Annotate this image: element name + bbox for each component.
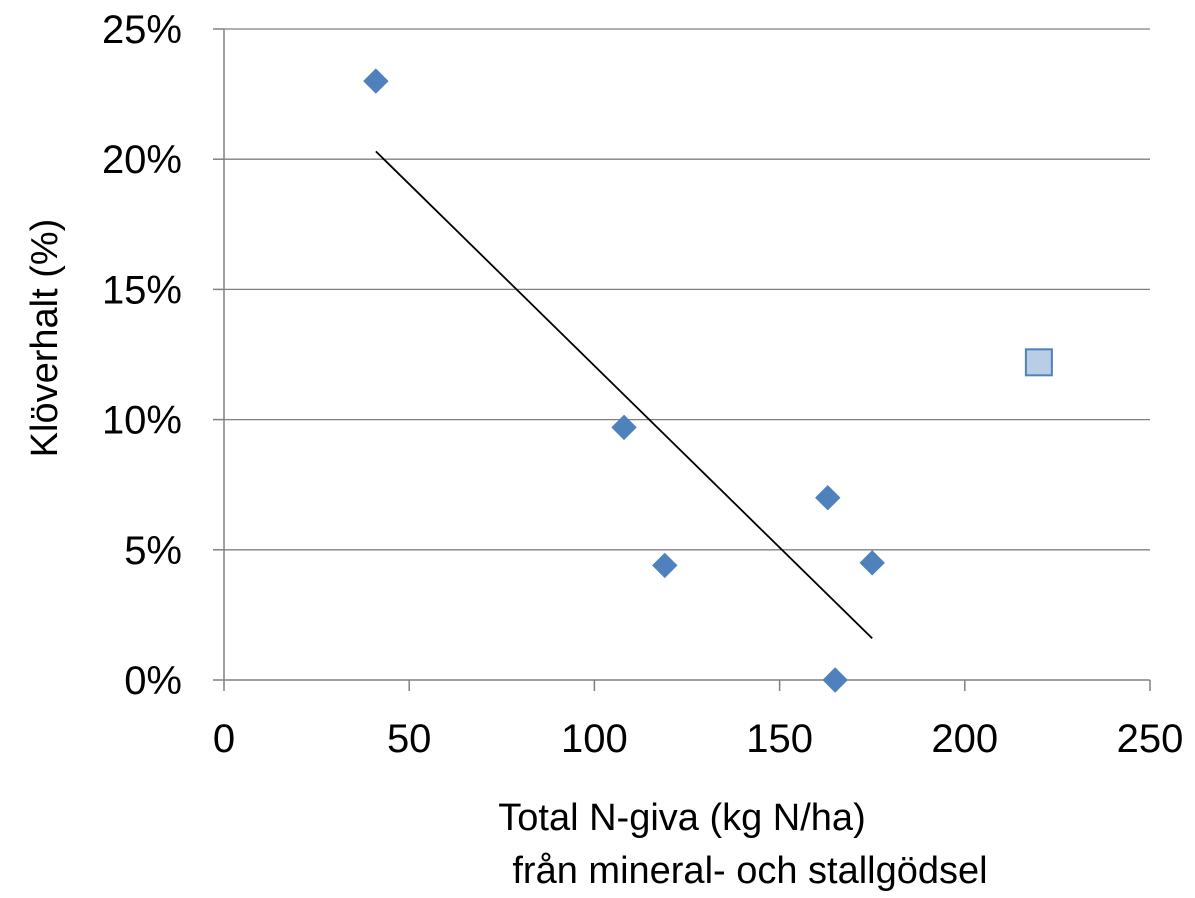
x-tick-label: 100	[561, 717, 628, 761]
data-point-diamond	[815, 485, 841, 511]
grid-lines	[224, 28, 1150, 551]
x-tick-label: 200	[931, 717, 998, 761]
data-point-diamond	[611, 414, 637, 441]
trendline	[375, 150, 873, 639]
y-tick-label: 10%	[102, 399, 182, 443]
data-point-diamond	[652, 552, 678, 579]
x-tick-label: 50	[387, 717, 432, 761]
trendline-layer	[375, 150, 873, 639]
y-tick-label: 0%	[124, 659, 182, 703]
y-tick-label: 25%	[102, 8, 182, 52]
x-tick-label: 150	[746, 717, 813, 761]
x-tick-label: 0	[213, 717, 235, 761]
y-tick-label: 15%	[102, 268, 182, 312]
x-axis-title-line-2: från mineral- och stallgödsel	[512, 850, 987, 892]
y-tick-label: 5%	[124, 529, 182, 573]
data-point-diamond	[859, 550, 885, 576]
y-tick-label: 20%	[102, 138, 182, 182]
data-point-diamond	[822, 667, 848, 693]
y-axis-title: Klöverhalt (%)	[24, 219, 66, 458]
data-points	[363, 68, 1053, 693]
data-point-square	[1024, 348, 1053, 377]
x-tick-label: 250	[1117, 717, 1184, 761]
x-axis-title-line-1: Total N-giva (kg N/ha)	[498, 797, 865, 839]
data-point-diamond	[363, 68, 389, 94]
y-tick-labels: 0% 5% 10% 15% 20% 25%	[102, 8, 182, 703]
axes	[213, 28, 1151, 691]
x-tick-labels: 0 50 100 150 200 250	[213, 717, 1184, 761]
